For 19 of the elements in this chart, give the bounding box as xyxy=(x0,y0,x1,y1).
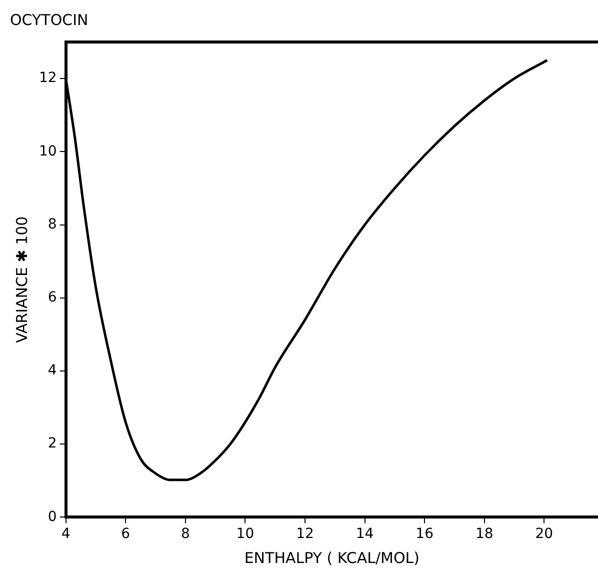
y-tick-label: 12 xyxy=(38,70,57,86)
y-tick-label: 8 xyxy=(48,216,57,232)
y-tick-label: 4 xyxy=(48,362,57,379)
x-tick-label: 12 xyxy=(296,526,314,542)
y-tick-label: 6 xyxy=(48,290,57,306)
x-tick-label: 6 xyxy=(121,526,130,542)
x-tick-label: 14 xyxy=(356,526,374,542)
chart-title: OCYTOCIN xyxy=(10,10,88,29)
x-tick-label: 8 xyxy=(180,526,190,542)
y-axis-title: VARIANCE ✱ 100 xyxy=(12,216,31,343)
x-tick-label: 18 xyxy=(475,526,494,542)
x-tick-label: 10 xyxy=(236,526,254,542)
x-tick-label: 20 xyxy=(535,526,554,542)
y-tick-label: 0 xyxy=(48,508,57,525)
x-tick-label: 4 xyxy=(61,526,70,542)
y-tick-label: 10 xyxy=(38,143,57,160)
x-axis-title: ENTHALPY ( KCAL/MOL) xyxy=(244,548,420,567)
x-tick-label: 16 xyxy=(416,526,434,542)
y-tick-label: 2 xyxy=(48,436,57,452)
